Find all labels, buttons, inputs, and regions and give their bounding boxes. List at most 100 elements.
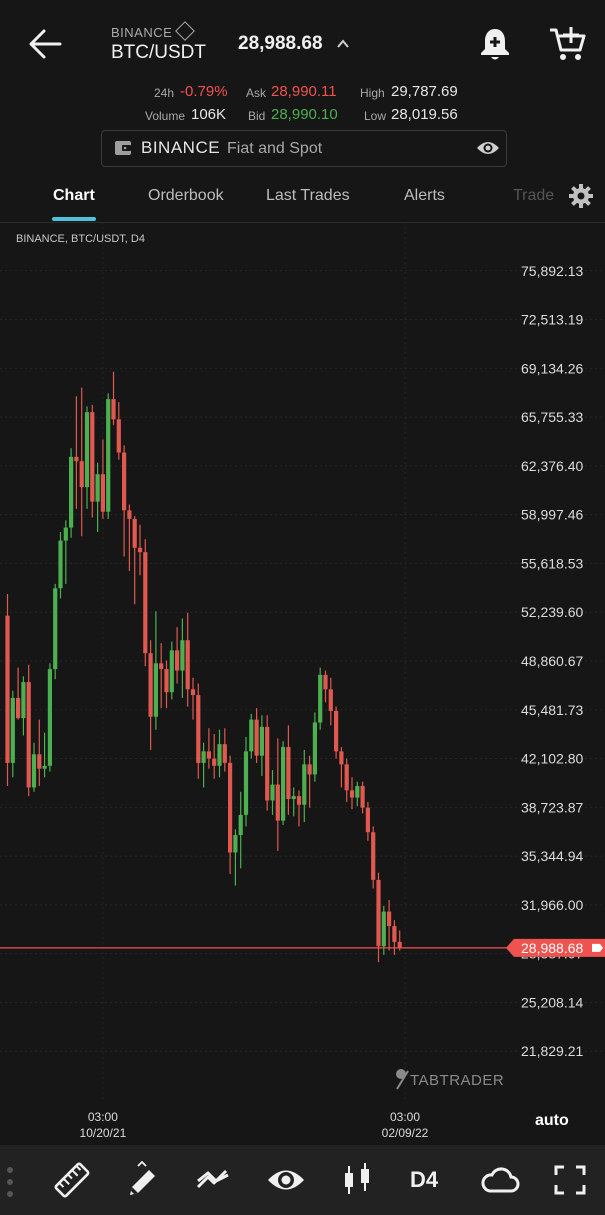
wallet-exchange: BINANCE [141, 138, 221, 157]
timeframe-selector[interactable]: D4 [410, 1167, 439, 1192]
fullscreen-icon[interactable] [550, 1161, 590, 1199]
bid-label: Bid [248, 109, 266, 123]
price-chart[interactable]: 75,892.13 72,513.19 69,134.26 65,755.33 62,3… [0, 222, 605, 1142]
y-tick-label: 75,892.13 [521, 263, 583, 279]
candle-body [206, 751, 211, 759]
tab-last-trades[interactable]: Last Trades [266, 187, 350, 204]
add-to-portfolio-icon[interactable] [548, 24, 588, 62]
candle [365, 801, 370, 841]
ruler-icon[interactable] [52, 1161, 92, 1199]
candle [153, 611, 158, 730]
tab-chart[interactable]: Chart [53, 187, 95, 204]
candle [21, 676, 26, 736]
candle [169, 641, 174, 700]
candle-body [175, 650, 180, 671]
candle [286, 725, 291, 815]
candle [344, 758, 349, 802]
high-label: High [360, 86, 385, 100]
candle [37, 719, 42, 787]
current-price-tag-label: 28,988.68 [521, 940, 583, 956]
candle-body [392, 926, 397, 942]
candle [371, 826, 376, 889]
candle-body [397, 941, 402, 948]
candle [122, 445, 127, 557]
candle-body [318, 674, 323, 723]
back-arrow-icon[interactable] [24, 26, 64, 62]
candle-body [42, 765, 47, 769]
candle-body [349, 790, 355, 798]
candle-body [95, 474, 100, 502]
candle [270, 770, 275, 815]
indicators-icon[interactable] [194, 1161, 234, 1199]
candle [334, 706, 339, 759]
tab-alerts[interactable]: Alerts [404, 187, 445, 204]
candle [392, 920, 397, 955]
pair-name[interactable]: BTC/USDT [111, 42, 206, 63]
exchange-label: BINANCE [111, 21, 196, 41]
candle-body [16, 697, 21, 719]
candle [259, 715, 264, 776]
candle [238, 791, 243, 869]
tab-trade[interactable]: Trade [513, 187, 555, 204]
candle [95, 462, 100, 532]
candle-body [201, 751, 206, 763]
candle [180, 618, 185, 698]
wallet-type: Fiat and Spot [227, 140, 323, 157]
candle-body [37, 754, 42, 769]
candle [222, 728, 227, 772]
y-axis: 75,892.13 72,513.19 69,134.26 65,755.33 62,3… [521, 263, 583, 1059]
tab-orderbook[interactable]: Orderbook [148, 187, 224, 204]
candle-body [58, 540, 63, 589]
cloud-icon[interactable] [480, 1161, 520, 1199]
y-tick-label: 62,376.40 [521, 458, 583, 474]
price-tag-icon [592, 943, 603, 952]
candle [111, 371, 116, 426]
candle-body [127, 510, 132, 519]
bid-value: 28,990.10 [271, 106, 338, 123]
candle-body [47, 669, 52, 766]
candle [355, 781, 360, 807]
candlestick-type-icon[interactable] [338, 1161, 378, 1199]
y-tick-label: 21,829.21 [521, 1043, 583, 1059]
candle [63, 520, 68, 584]
chevron-up-icon[interactable] [336, 37, 350, 51]
candle-body [185, 640, 190, 690]
candle [349, 777, 355, 810]
y-tick-label: 25,208.14 [521, 994, 583, 1010]
candle-body [164, 669, 169, 693]
candle [53, 583, 58, 680]
candle [381, 905, 386, 955]
wallet-selector[interactable]: BINANCE Fiat and Spot [101, 130, 507, 167]
candle-body [376, 879, 381, 947]
candle-body [259, 726, 264, 756]
auto-scale-button[interactable]: auto [535, 1112, 569, 1129]
candle [323, 670, 328, 703]
candle [212, 734, 217, 779]
candle [16, 667, 21, 720]
candle [106, 393, 111, 519]
y-tick-label: 72,513.19 [521, 312, 583, 328]
eye-icon[interactable] [476, 139, 500, 157]
candle-body [381, 911, 386, 947]
candle-body [323, 674, 328, 690]
gear-icon[interactable] [568, 183, 594, 209]
candle [312, 712, 317, 782]
change-value: -0.79% [180, 83, 228, 100]
chart-symbol-label: BINANCE, BTC/USDT, D4 [16, 233, 145, 245]
candle-body [344, 764, 349, 791]
drag-handle-icon[interactable] [5, 1165, 15, 1199]
eye-icon[interactable] [266, 1161, 306, 1199]
candle-body [132, 518, 137, 548]
candle [164, 660, 169, 709]
candle [175, 627, 180, 684]
pencil-draw-icon[interactable] [122, 1161, 162, 1199]
candle-body [153, 663, 158, 717]
ask-label: Ask [246, 86, 267, 100]
candle-body [159, 663, 164, 670]
candle-body [302, 764, 307, 805]
candle [159, 643, 164, 709]
candle-body [334, 710, 339, 752]
candle-body [296, 796, 302, 805]
low-value: 28,019.56 [391, 106, 458, 123]
add-alert-bell-icon[interactable] [478, 26, 512, 62]
